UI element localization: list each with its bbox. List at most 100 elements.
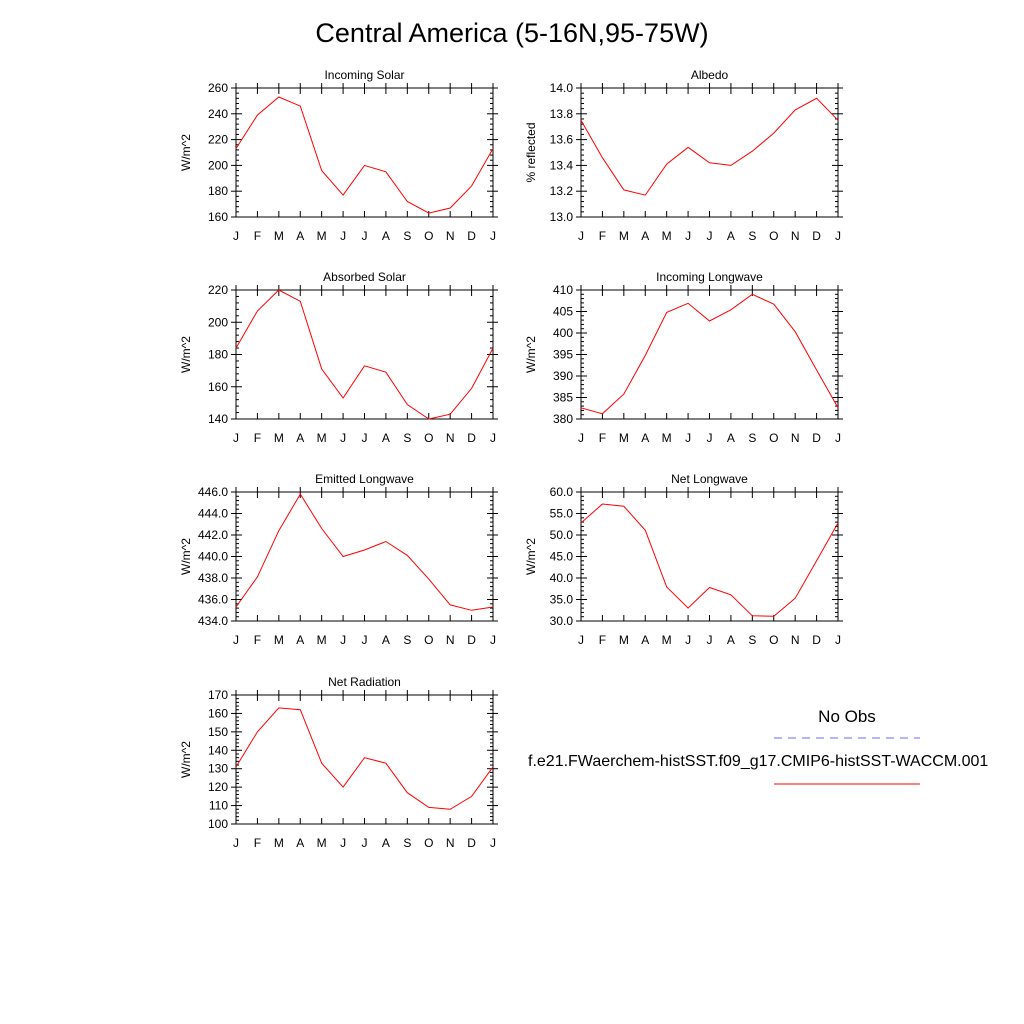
chart-title: Incoming Solar <box>324 68 404 82</box>
x-tick-label: J <box>362 836 368 850</box>
x-tick-label: J <box>685 229 691 243</box>
y-tick-label: 438.0 <box>198 571 228 585</box>
chart-panel: Albedo % reflected 13.0 13.2 13.4 13.6 13.8 14.… <box>524 68 843 243</box>
legend-model-label: f.e21.FWaerchem-histSST.f09_g17.CMIP6-hi… <box>528 753 988 770</box>
y-tick-label: 160 <box>208 706 228 720</box>
y-tick-label: 436.0 <box>198 593 228 607</box>
series-line <box>235 289 494 420</box>
x-tick-label: S <box>748 229 756 243</box>
x-tick-label: J <box>233 229 239 243</box>
y-tick-label: 60.0 <box>550 485 574 499</box>
y-tick-label: 440.0 <box>198 550 228 564</box>
x-tick-label: N <box>446 431 455 445</box>
y-axis-label: W/m^2 <box>179 134 193 171</box>
x-tick-label: A <box>727 431 735 445</box>
x-tick-label: S <box>403 229 411 243</box>
x-tick-label: A <box>641 229 649 243</box>
x-tick-label: O <box>769 431 778 445</box>
x-tick-label: N <box>791 229 800 243</box>
y-tick-label: 434.0 <box>198 614 228 628</box>
x-tick-label: F <box>599 431 606 445</box>
x-tick-label: N <box>791 633 800 647</box>
y-tick-label: 200 <box>208 315 228 329</box>
x-tick-label: D <box>467 229 476 243</box>
x-tick-label: J <box>362 633 368 647</box>
series-line <box>580 293 839 415</box>
y-tick-label: 442.0 <box>198 528 228 542</box>
y-tick-label: 13.4 <box>550 158 574 172</box>
x-tick-label: F <box>254 431 261 445</box>
y-tick-label: 390 <box>553 369 573 383</box>
y-tick-label: 140 <box>208 743 228 757</box>
y-tick-label: 110 <box>209 799 228 813</box>
y-tick-label: 400 <box>553 326 573 340</box>
x-tick-label: J <box>835 431 841 445</box>
x-tick-label: J <box>707 229 713 243</box>
x-tick-label: J <box>362 229 368 243</box>
plot-frame <box>235 491 494 622</box>
x-tick-label: M <box>662 229 672 243</box>
series-line <box>235 493 494 611</box>
plot-frame <box>235 87 494 218</box>
plot-frame <box>580 491 839 622</box>
y-tick-label: 13.2 <box>550 184 574 198</box>
x-tick-label: J <box>340 431 346 445</box>
plot-frame <box>235 694 494 825</box>
plot-frame <box>235 289 494 420</box>
x-tick-label: M <box>274 633 284 647</box>
y-axis-label: W/m^2 <box>179 538 193 575</box>
y-axis-label: W/m^2 <box>524 336 538 373</box>
x-tick-label: M <box>317 633 327 647</box>
x-tick-label: A <box>382 836 390 850</box>
x-tick-label: J <box>233 836 239 850</box>
x-tick-label: A <box>382 229 390 243</box>
y-tick-label: 150 <box>208 725 228 739</box>
x-tick-label: J <box>490 431 496 445</box>
series-line <box>580 97 839 196</box>
x-tick-label: A <box>296 431 304 445</box>
x-tick-label: J <box>578 633 584 647</box>
x-tick-label: F <box>254 633 261 647</box>
x-tick-label: F <box>254 229 261 243</box>
x-tick-label: D <box>467 836 476 850</box>
x-tick-label: O <box>424 633 433 647</box>
y-tick-label: 405 <box>553 305 573 319</box>
y-tick-label: 30.0 <box>550 614 574 628</box>
x-tick-label: O <box>424 836 433 850</box>
x-tick-label: O <box>424 431 433 445</box>
x-tick-label: A <box>727 229 735 243</box>
x-tick-label: D <box>812 431 821 445</box>
x-tick-label: J <box>362 431 368 445</box>
chart-title: Net Radiation <box>328 675 401 689</box>
x-tick-label: M <box>662 633 672 647</box>
chart-title: Absorbed Solar <box>323 270 406 284</box>
x-tick-label: J <box>685 431 691 445</box>
x-tick-label: D <box>812 229 821 243</box>
y-tick-label: 410 <box>553 283 573 297</box>
x-tick-label: O <box>769 633 778 647</box>
y-tick-label: 444.0 <box>198 507 228 521</box>
chart-panel: Emitted Longwave W/m^2 434.0 436.0 438.0 440.… <box>179 472 498 647</box>
chart-title: Net Longwave <box>671 472 748 486</box>
x-tick-label: S <box>748 633 756 647</box>
x-tick-label: S <box>403 633 411 647</box>
x-tick-label: S <box>403 431 411 445</box>
x-tick-label: M <box>619 431 629 445</box>
y-axis-label: W/m^2 <box>179 336 193 373</box>
x-tick-label: A <box>296 229 304 243</box>
series-line <box>235 96 494 214</box>
y-tick-label: 14.0 <box>550 81 574 95</box>
x-tick-label: S <box>748 431 756 445</box>
y-axis-label: % reflected <box>524 122 538 182</box>
y-tick-label: 260 <box>208 81 228 95</box>
y-tick-label: 130 <box>208 762 228 776</box>
y-tick-label: 380 <box>553 412 573 426</box>
page-title: Central America (5-16N,95-75W) <box>315 18 709 48</box>
legend-obs-label: No Obs <box>818 707 876 726</box>
chart-panel: Net Radiation W/m^2 100 110 120 130 140 150 160 1… <box>179 675 498 850</box>
x-tick-label: M <box>662 431 672 445</box>
x-tick-label: F <box>599 229 606 243</box>
